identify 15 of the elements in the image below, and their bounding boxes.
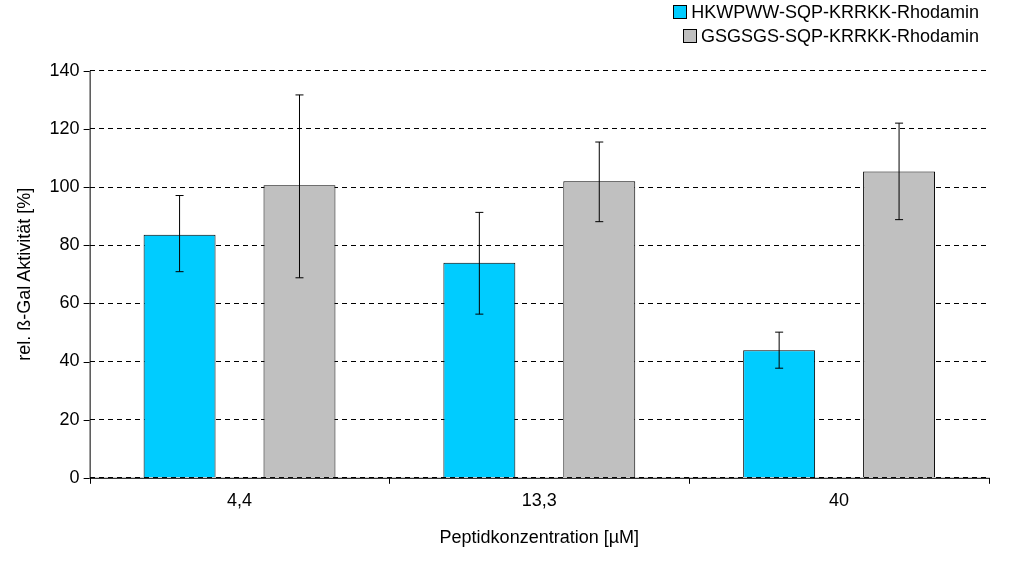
x-tick-label: 40 <box>829 489 850 510</box>
y-tick-label: 0 <box>69 466 80 487</box>
y-tick-label: 100 <box>49 176 80 197</box>
y-tick-label: 120 <box>49 117 80 138</box>
y-tick-label: 20 <box>59 408 80 429</box>
x-tick-label: 13,3 <box>521 489 557 510</box>
x-tick-label: 4,4 <box>227 489 253 510</box>
legend-label: GSGSGS-SQP-KRRKK-Rhodamin <box>700 25 979 48</box>
y-tick-label: 140 <box>49 59 80 80</box>
legend-label: HKWPWW-SQP-KRRKK-Rhodamin <box>691 1 979 24</box>
x-axis-title: Peptidkonzentration [µM] <box>439 527 640 548</box>
y-tick-label: 80 <box>59 234 80 255</box>
y-axis-title: rel. ß-Gal Aktivität [%] <box>13 187 34 361</box>
y-tick-label: 40 <box>59 350 80 371</box>
y-tick-label: 60 <box>59 292 80 313</box>
